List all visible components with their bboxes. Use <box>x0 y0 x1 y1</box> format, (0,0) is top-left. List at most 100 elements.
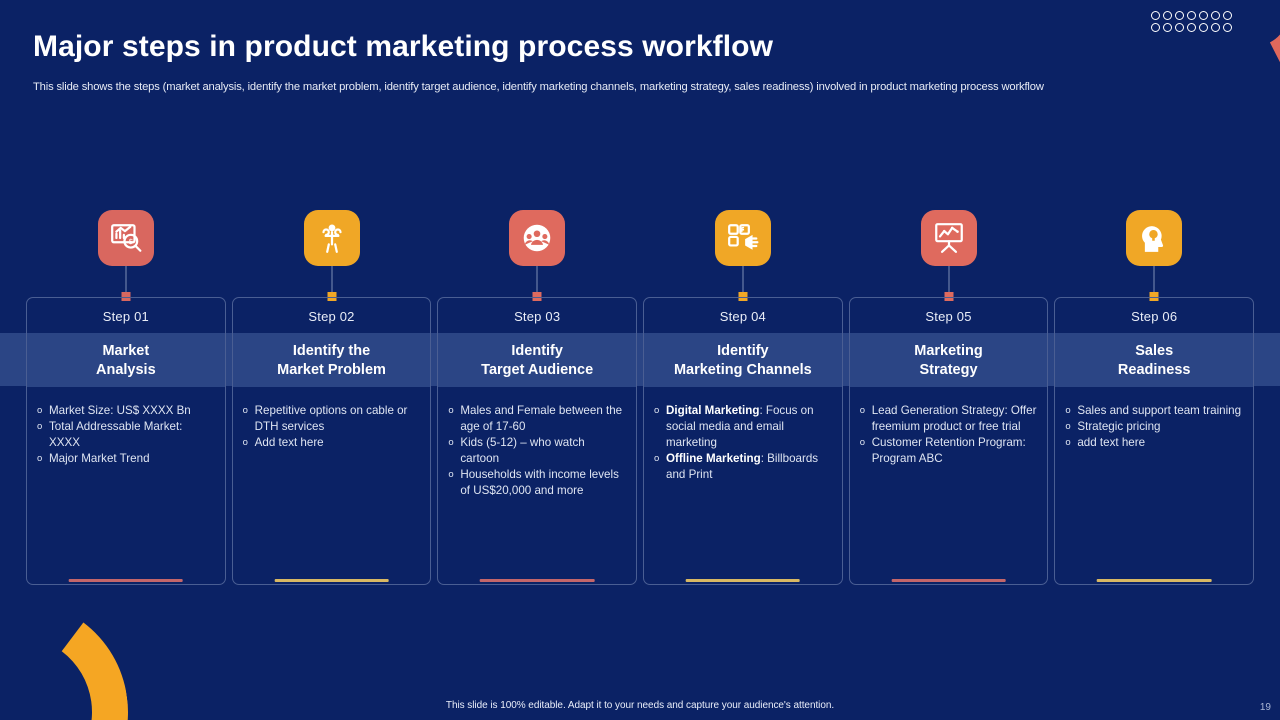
step-label: Step 06 <box>1131 308 1178 324</box>
step-label: Step 04 <box>719 308 766 324</box>
step-accent-bar <box>274 579 389 582</box>
bullet-marker: o <box>37 405 43 416</box>
step-title-line1: Identify the <box>292 342 371 359</box>
bullet-marker: o <box>654 453 660 464</box>
step-panel[interactable]: Step 03 Identify Target Audience o Males and… <box>437 297 638 585</box>
step-title-line2: Marketing Channels <box>673 361 812 378</box>
bullet-item: o add text here <box>1063 435 1243 451</box>
connector-node <box>738 292 748 301</box>
step-accent-bar <box>1096 579 1212 582</box>
step-title-line1: Sales <box>1135 342 1174 359</box>
page-number: 19 <box>1259 702 1271 713</box>
step-title-line1: Market <box>102 342 150 359</box>
decorative-dot <box>1199 23 1208 32</box>
bullet-body: Customer Retention Program: Program ABC <box>871 436 1026 465</box>
step-title-line1: Identify <box>717 342 769 359</box>
bullet-item: o Total Addressable Market: XXXX <box>35 419 215 451</box>
decorative-dot <box>1223 11 1232 20</box>
step-card-2[interactable]: Step 02 Identify the Market Problem o Repeti… <box>231 210 432 585</box>
bullet-marker: o <box>448 437 454 448</box>
decorative-dot <box>1151 23 1160 32</box>
connector-line <box>536 266 538 294</box>
step-title: Marketing Strategy <box>849 334 1048 387</box>
presentation-board-icon <box>932 221 966 255</box>
connector-line <box>331 266 332 294</box>
step-title-line2: Analysis <box>96 361 156 378</box>
step-panel[interactable]: Step 01 Market Analysis o Market Size: US$ X… <box>26 297 226 585</box>
bullet-text: Total Addressable Market: XXXX <box>49 419 215 451</box>
bullet-body: Strategic pricing <box>1077 420 1161 433</box>
bullet-text: Digital Marketing: Focus on social media… <box>666 403 832 451</box>
bullet-item: o Add text here <box>241 435 421 451</box>
bullet-item: o Major Market Trend <box>35 451 215 467</box>
bullet-bold-prefix: Offline Marketing <box>666 452 761 465</box>
bullet-item: o Repetitive options on cable or DTH serv… <box>241 403 421 435</box>
page-subtitle: This slide shows the steps (market analy… <box>33 81 1044 93</box>
megaphone-social-icon <box>726 221 760 255</box>
step-bullet-list: o Digital Marketing: Focus on social medi… <box>644 387 842 483</box>
bullet-marker: o <box>1065 421 1071 432</box>
bullet-marker: o <box>448 405 454 416</box>
step-title: Identify the Market Problem <box>232 334 431 387</box>
step-card-3[interactable]: Step 03 Identify Target Audience o Males and… <box>437 210 638 585</box>
step-title: Sales Readiness <box>1055 334 1254 387</box>
step-panel[interactable]: Step 05 Marketing Strategy o Lead Generation… <box>848 297 1049 585</box>
step-panel[interactable]: Step 02 Identify the Market Problem o Repeti… <box>231 297 432 585</box>
step-card-5[interactable]: Step 05 Marketing Strategy o Lead Generation… <box>848 210 1049 585</box>
step-card-4[interactable]: Step 04 Identify Marketing Channels o Digita… <box>643 210 843 585</box>
step-card-6[interactable]: Step 06 Sales Readiness o Sales and support … <box>1054 210 1255 585</box>
decorative-dot <box>1163 11 1172 20</box>
connector-line <box>742 266 744 294</box>
step-bullet-list: o Lead Generation Strategy: Offer freemiu… <box>850 387 1048 467</box>
bullet-text: Kids (5-12) – who watch cartoon <box>460 435 626 467</box>
bullet-text: Lead Generation Strategy: Offer freemium… <box>872 403 1038 435</box>
bullet-item: o Digital Marketing: Focus on social medi… <box>652 403 832 451</box>
bullet-marker: o <box>242 405 248 416</box>
bullet-item: o Lead Generation Strategy: Offer freemiu… <box>858 403 1038 435</box>
step-icon-tile[interactable]: $ <box>97 210 154 266</box>
step-icon-tile[interactable] <box>303 210 360 266</box>
step-title-line2: Readiness <box>1117 361 1191 378</box>
steps-row: $ Step 01 Market Analysis o Market Size: US$ … <box>26 210 1255 585</box>
step-label: Step 01 <box>102 308 149 324</box>
step-bullet-list: o Repetitive options on cable or DTH serv… <box>233 387 431 451</box>
svg-text:$: $ <box>129 237 134 246</box>
decorative-dot <box>1163 23 1172 32</box>
step-icon-tile[interactable] <box>714 210 771 266</box>
bullet-marker: o <box>1065 437 1071 448</box>
step-title-line1: Marketing <box>914 342 983 359</box>
bullet-text: Market Size: US$ XXXX Bn <box>49 403 215 419</box>
bullet-body: : Billboards and Print <box>666 452 819 481</box>
bullet-marker: o <box>448 469 454 480</box>
bullet-item: o Customer Retention Program: Program ABC <box>858 435 1038 467</box>
bullet-text: Strategic pricing <box>1077 419 1243 435</box>
decorative-dot <box>1151 11 1160 20</box>
connector-line <box>948 266 950 294</box>
decorative-dot <box>1175 11 1184 20</box>
bullet-item: o Males and Female between the age of 17-… <box>446 403 626 435</box>
step-card-1[interactable]: $ Step 01 Market Analysis o Market Size: US$ … <box>26 210 226 585</box>
bullet-marker: o <box>37 453 43 464</box>
bullet-text: add text here <box>1077 435 1243 451</box>
step-title-line2: Strategy <box>919 361 978 378</box>
decorative-dot <box>1223 23 1232 32</box>
step-accent-bar <box>685 579 801 582</box>
step-panel[interactable]: Step 06 Sales Readiness o Sales and support … <box>1054 297 1255 585</box>
bullet-text: Add text here <box>255 435 421 451</box>
page-title: Major steps in product marketing process… <box>33 30 774 63</box>
step-label: Step 05 <box>925 308 972 324</box>
step-icon-tile[interactable] <box>509 210 566 266</box>
decorative-dot <box>1187 11 1196 20</box>
bullet-body: : Focus on social media and email market… <box>666 404 814 449</box>
step-title-line2: Target Audience <box>481 361 594 378</box>
decorative-dot-grid <box>1151 11 1234 34</box>
bullet-text: Offline Marketing: Billboards and Print <box>666 451 832 483</box>
decorative-dot <box>1211 23 1220 32</box>
step-panel[interactable]: Step 04 Identify Marketing Channels o Digita… <box>643 297 843 585</box>
step-icon-tile[interactable] <box>920 210 977 266</box>
step-icon-tile[interactable] <box>1126 210 1183 266</box>
bullet-body: Kids (5-12) – who watch cartoon <box>460 436 585 465</box>
step-title-line2: Market Problem <box>277 361 386 378</box>
connector-node <box>121 292 131 301</box>
bullet-item: o Kids (5-12) – who watch cartoon <box>446 435 626 467</box>
